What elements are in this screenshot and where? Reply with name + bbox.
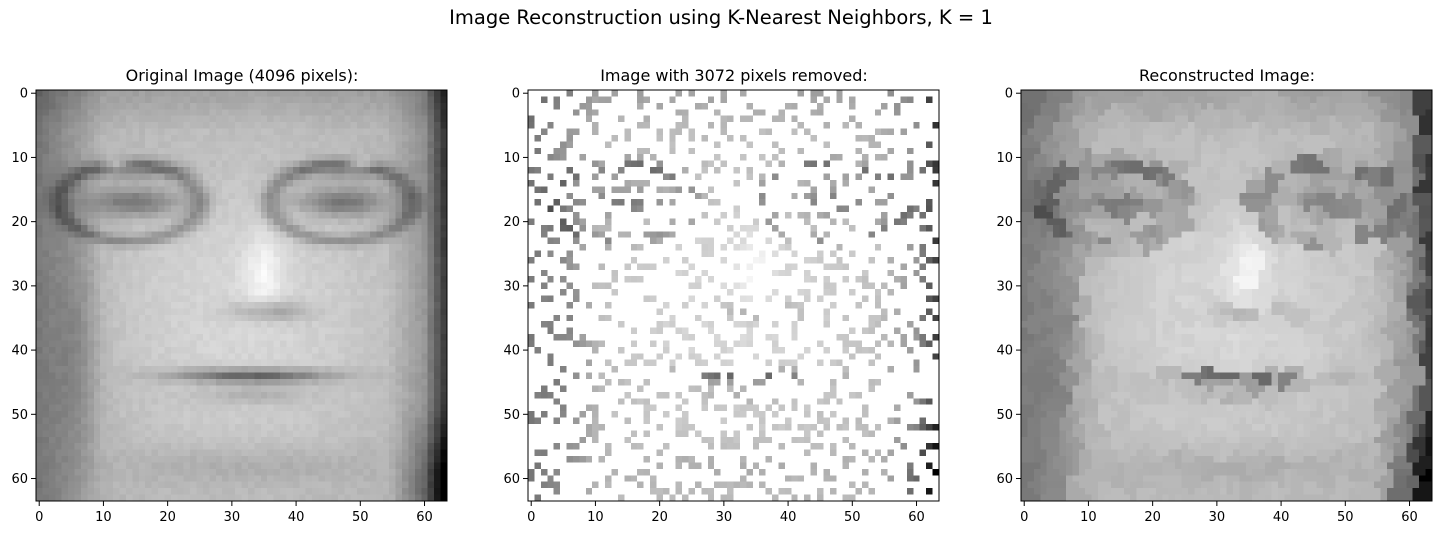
x-tick-label: 0 [1020, 510, 1028, 525]
x-tick-label: 10 [587, 510, 604, 525]
image-frame-masked: 0 10 20 30 40 50 60 0 10 20 30 40 50 60 [503, 87, 940, 525]
axes-reconstructed: 0 10 20 30 40 50 60 0 10 20 30 40 50 60 [996, 87, 1433, 525]
panel-masked: Image with 3072 pixels removed: 0 10 20 30 4… [492, 66, 940, 526]
y-tick-label: 0 [20, 87, 28, 102]
x-tick-label: 60 [1401, 510, 1418, 525]
x-tick-label: 10 [95, 510, 112, 525]
panel-title-reconstructed: Reconstructed Image: [1139, 66, 1315, 85]
x-tick-label: 20 [1144, 510, 1161, 525]
y-tick-label: 0 [1005, 87, 1013, 102]
y-tick-label: 10 [11, 151, 28, 166]
original-face-image [36, 90, 447, 501]
y-tick-label: 10 [996, 151, 1013, 166]
x-tick-label: 30 [716, 510, 733, 525]
reconstructed-face-image [1021, 90, 1432, 501]
x-tick-label: 40 [780, 510, 797, 525]
y-tick-label: 60 [11, 472, 28, 487]
x-tick-label: 0 [35, 510, 43, 525]
y-tick-label: 40 [11, 344, 28, 359]
y-tick-label: 40 [503, 344, 520, 359]
x-tick-label: 40 [288, 510, 305, 525]
axes-border [527, 89, 940, 502]
y-tick-label: 40 [996, 344, 1013, 359]
y-tick-label: 10 [503, 151, 520, 166]
image-frame-reconstructed: 0 10 20 30 40 50 60 0 10 20 30 40 50 60 [996, 87, 1433, 525]
y-tick-label: 50 [11, 408, 28, 423]
y-tick-label: 50 [503, 408, 520, 423]
panel-reconstructed: Reconstructed Image: 0 10 20 30 40 50 60 0 10 20 3… [985, 66, 1433, 526]
y-tick-label: 20 [503, 215, 520, 230]
y-tick-label: 30 [996, 279, 1013, 294]
y-tick-label: 20 [996, 215, 1013, 230]
x-tick-label: 20 [159, 510, 176, 525]
x-tick-label: 50 [352, 510, 369, 525]
panel-title-masked: Image with 3072 pixels removed: [600, 66, 868, 85]
x-tick-label: 20 [651, 510, 668, 525]
y-tick-label: 60 [503, 472, 520, 487]
y-tick-label: 0 [512, 87, 520, 102]
y-tick-label: 50 [996, 408, 1013, 423]
axes-border [35, 89, 448, 502]
x-tick-label: 30 [224, 510, 241, 525]
figure-title: Image Reconstruction using K-Nearest Nei… [449, 6, 993, 29]
y-tick-label: 60 [996, 472, 1013, 487]
x-tick-label: 10 [1080, 510, 1097, 525]
y-tick-label: 30 [503, 279, 520, 294]
y-tick-label: 30 [11, 279, 28, 294]
x-tick-label: 60 [416, 510, 433, 525]
axes-original: 0 10 20 30 40 50 60 0 10 20 30 40 50 60 [11, 87, 448, 525]
image-frame-original: 0 10 20 30 40 50 60 0 10 20 30 40 50 60 [11, 87, 448, 525]
axes-masked: 0 10 20 30 40 50 60 0 10 20 30 40 50 60 [503, 87, 940, 525]
x-tick-label: 40 [1273, 510, 1290, 525]
x-tick-label: 50 [1337, 510, 1354, 525]
x-tick-label: 60 [908, 510, 925, 525]
y-tick-label: 20 [11, 215, 28, 230]
x-tick-label: 0 [527, 510, 535, 525]
axes-border [1020, 89, 1433, 502]
x-tick-label: 50 [844, 510, 861, 525]
panel-title-original: Original Image (4096 pixels): [125, 66, 359, 85]
panel-original: Original Image (4096 pixels): 0 10 20 30 40 5… [0, 66, 448, 526]
x-tick-label: 30 [1209, 510, 1226, 525]
masked-face-image [528, 90, 939, 501]
